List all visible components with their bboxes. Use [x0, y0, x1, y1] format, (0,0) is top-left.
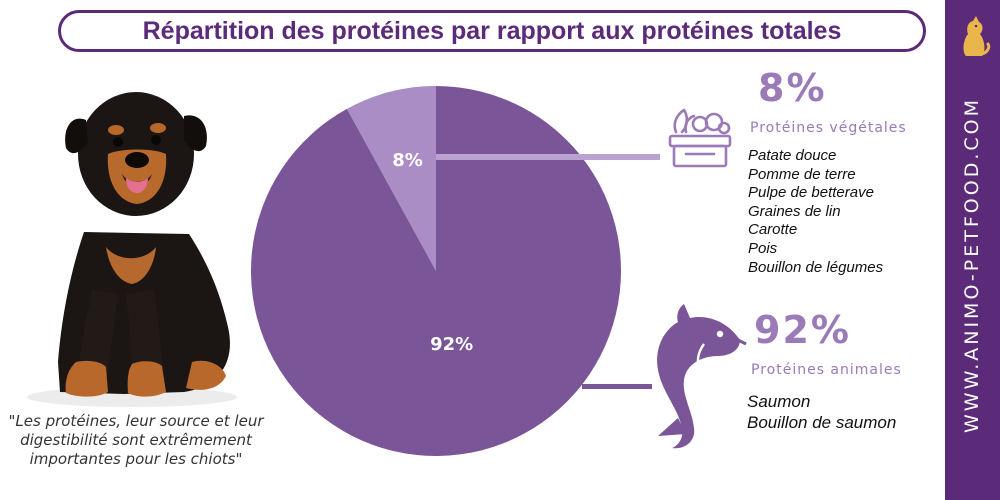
animal-connector-line: [582, 384, 652, 389]
pie-label-animal: 92%: [430, 334, 473, 355]
list-item: Bouillon de saumon: [747, 413, 897, 432]
sitting-dog-logo-icon: [963, 16, 991, 56]
puppy-quote: "Les protéines, leur source et leur dige…: [8, 412, 264, 468]
pie-slice-animal: [250, 86, 621, 456]
pie-label-vegetable: 8%: [392, 150, 423, 171]
animal-ingredient-list: Saumon Bouillon de saumon: [747, 391, 896, 433]
page-title: Répartition des protéines par rapport au…: [142, 16, 842, 45]
list-item: Bouillon de légumes: [748, 258, 884, 276]
list-item: Saumon: [747, 392, 811, 411]
list-item: Patate douce: [748, 147, 837, 164]
vegetable-percent: 8%: [758, 66, 827, 110]
vegetable-ingredient-list: Patate douce Pomme de terre Pulpe de bet…: [748, 147, 883, 277]
website-url[interactable]: WWW.ANIMO-PETFOOD.COM: [961, 97, 983, 433]
list-item: Carotte: [748, 221, 798, 239]
rottweiler-puppy-photo: [27, 92, 237, 407]
title-banner: Répartition des protéines par rapport au…: [58, 10, 926, 52]
list-item: Pomme de terre: [748, 165, 856, 183]
pie-slice-vegetable: [346, 86, 436, 271]
animal-percent: 92%: [754, 308, 851, 352]
list-item: Pulpe de betterave: [748, 184, 874, 202]
vegetable-protein-label: Protéines végétales: [750, 120, 907, 136]
animal-protein-label: Protéines animales: [751, 362, 902, 378]
protein-pie-chart: 8% 92%: [250, 86, 621, 456]
vegetable-crate-icon: [668, 108, 732, 168]
list-item: Graines de lin: [748, 202, 841, 220]
sidebar-band: WWW.ANIMO-PETFOOD.COM: [945, 0, 1000, 500]
vegetable-connector-line: [436, 154, 660, 160]
list-item: Pois: [748, 239, 778, 257]
fish-icon: [657, 304, 747, 449]
